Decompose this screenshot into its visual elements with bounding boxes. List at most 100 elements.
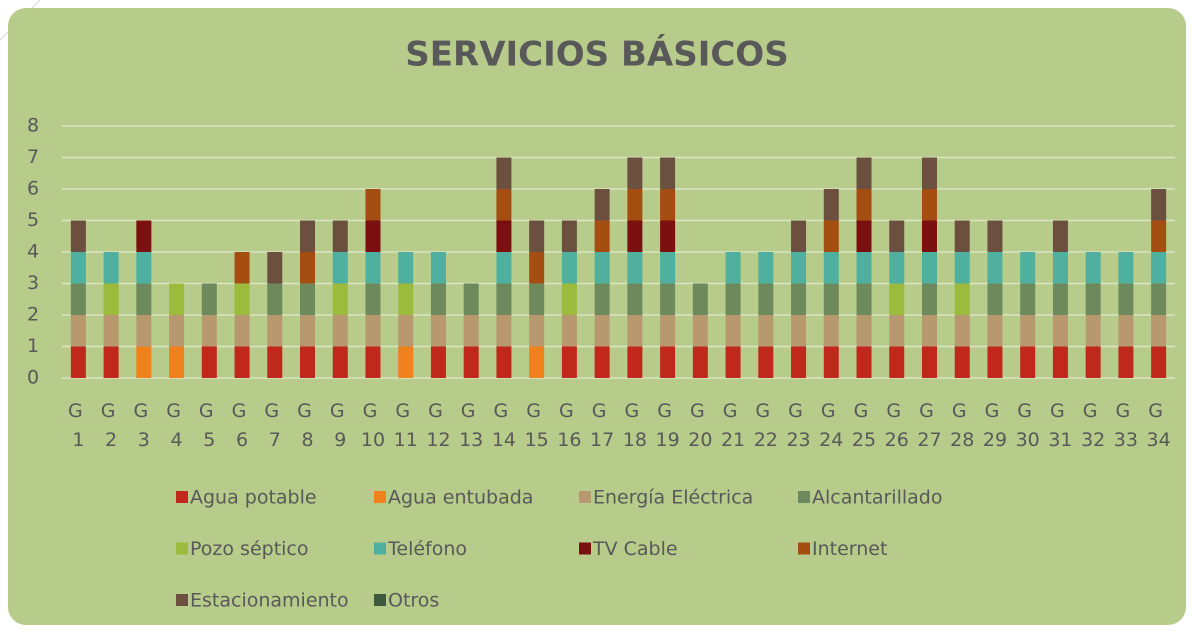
x-tick-label-part: G [133, 400, 154, 422]
x-tick-label-part: G [297, 400, 318, 422]
bar-segment [791, 220, 807, 252]
bar-segment [332, 283, 348, 315]
bar-segment [660, 157, 676, 189]
legend-label: Agua entubada [388, 487, 533, 509]
x-tick-label-part: G [1050, 400, 1071, 422]
bar-segment [889, 220, 905, 252]
bar-segment [725, 252, 741, 284]
x-tick-label: G 17 [590, 400, 614, 451]
x-tick-label: G 25 [852, 400, 876, 451]
bar-segment [987, 346, 1003, 378]
bar-segment [791, 283, 807, 315]
bar-segment [1118, 283, 1134, 315]
bar-segment [332, 252, 348, 284]
x-tick-label-part: G [919, 400, 940, 422]
bar-segment [954, 315, 970, 347]
bar-segment [300, 252, 316, 284]
bar-segment [660, 220, 676, 252]
bar-segment [300, 315, 316, 347]
bar-segment [365, 315, 381, 347]
legend-swatch [579, 491, 591, 503]
y-tick-label: 2 [27, 304, 39, 326]
x-tick-label: G 12 [426, 400, 450, 451]
bar-segment [692, 283, 708, 315]
bar-segment [300, 346, 316, 378]
x-tick-label: G 24 [819, 400, 843, 451]
x-tick-label: G 15 [525, 400, 549, 451]
y-tick-label: 5 [27, 209, 39, 231]
bar-segment [103, 315, 119, 347]
bar-segment [1151, 283, 1167, 315]
x-tick-label-part: G [494, 400, 515, 422]
bar-segment [496, 283, 512, 315]
bar-segment [267, 252, 283, 284]
chart-title: SERVICIOS BÁSICOS [405, 34, 788, 75]
bar-segment [332, 346, 348, 378]
bar-segment [1151, 220, 1167, 252]
bar-segment [725, 346, 741, 378]
bar-segment [463, 283, 479, 315]
bar-segment [856, 252, 872, 284]
bar-segment [1052, 283, 1068, 315]
x-tick-label-part: G [395, 400, 416, 422]
x-tick-label: G 11 [394, 400, 418, 451]
bar-segment [627, 315, 643, 347]
legend-label: Agua potable [190, 487, 317, 509]
bar-segment [725, 315, 741, 347]
x-tick-label-part: 16 [557, 429, 581, 451]
x-tick-label: G 23 [786, 400, 810, 451]
x-tick-label-part: G [1017, 400, 1038, 422]
bar-segment [692, 346, 708, 378]
bar-segment [594, 283, 610, 315]
x-tick-label-part: 11 [394, 429, 418, 451]
bar-segment [1020, 252, 1036, 284]
y-tick-label: 6 [27, 178, 39, 200]
bar-segment [660, 315, 676, 347]
bar-segment [1151, 315, 1167, 347]
bar-segment [1151, 346, 1167, 378]
bar-segment [1151, 189, 1167, 221]
y-tick-label: 7 [27, 146, 39, 168]
bar-segment [561, 346, 577, 378]
x-tick-label-part: 29 [983, 429, 1007, 451]
bar-segment [954, 283, 970, 315]
y-tick-label: 0 [27, 367, 39, 389]
bar-segment [300, 283, 316, 315]
x-tick-label: G 28 [950, 400, 974, 451]
bar-segment [561, 283, 577, 315]
bar-segment [103, 346, 119, 378]
bar-segment [954, 252, 970, 284]
bar-segment [921, 252, 937, 284]
bar-segment [889, 346, 905, 378]
bar-segment [529, 283, 545, 315]
bar-segment [365, 346, 381, 378]
bar-segment [987, 283, 1003, 315]
x-tick-label: G 7 [264, 400, 285, 451]
bar-segment [561, 252, 577, 284]
bar-segment [758, 315, 774, 347]
x-tick-label-part: G [264, 400, 285, 422]
bar-segment [594, 346, 610, 378]
bar-segment [496, 189, 512, 221]
x-tick-label-part: G [755, 400, 776, 422]
legend-label: Alcantarillado [812, 487, 942, 509]
x-tick-label: G 21 [721, 400, 745, 451]
x-tick-label: G 16 [557, 400, 581, 451]
legend-label: Teléfono [387, 538, 467, 560]
bar-segment [594, 189, 610, 221]
bar-segment [1052, 315, 1068, 347]
bar-segment [594, 220, 610, 252]
bar-segment [921, 346, 937, 378]
bar-segment [496, 346, 512, 378]
y-tick-label: 8 [27, 115, 39, 137]
x-tick-label-part: 12 [426, 429, 450, 451]
x-tick-label-part: 26 [885, 429, 909, 451]
bar-segment [692, 315, 708, 347]
x-tick-label-part: 5 [203, 429, 215, 451]
bar-segment [1085, 252, 1101, 284]
x-tick-label-part: 24 [819, 429, 843, 451]
x-tick-label-part: G [723, 400, 744, 422]
x-tick-label-part: 8 [301, 429, 313, 451]
x-tick-label: G 32 [1081, 400, 1105, 451]
bar-segment [660, 346, 676, 378]
